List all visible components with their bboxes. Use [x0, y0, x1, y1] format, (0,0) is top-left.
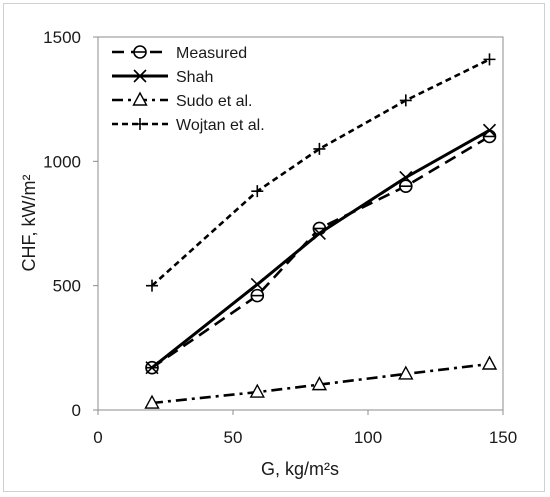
legend-marker [134, 118, 146, 130]
x-tick-label: 0 [93, 428, 102, 447]
data-point [398, 365, 414, 380]
legend-label: Measured [176, 45, 247, 62]
x-axis-title: G, kg/m²s [261, 459, 339, 479]
data-point [311, 376, 328, 391]
plot-border [97, 36, 504, 411]
data-point [146, 279, 158, 292]
legend-item: Measured [112, 45, 247, 62]
legend-item: Wojtan et al. [112, 117, 265, 134]
data-point [482, 123, 497, 137]
y-tick-label: 1000 [43, 152, 81, 171]
legend-label: Sudo et al. [176, 93, 253, 110]
data-point [249, 383, 265, 398]
series-3 [146, 53, 496, 292]
legend-marker [132, 91, 148, 106]
y-tick-label: 1500 [43, 28, 81, 47]
legend-item: Sudo et al. [112, 91, 253, 110]
x-tick-label: 100 [354, 428, 382, 447]
data-point [251, 185, 264, 198]
data-point [483, 53, 496, 66]
legend: Measured Shah Sudo et al. Wojtan et al. [112, 45, 265, 134]
legend-label: Shah [176, 69, 213, 86]
series-line [151, 135, 491, 369]
x-tick-label: 150 [489, 428, 517, 447]
data-point [312, 226, 326, 241]
y-tick-label: 500 [53, 277, 81, 296]
data-point [250, 277, 264, 291]
y-tick-label: 0 [72, 401, 81, 420]
data-point [145, 361, 159, 375]
data-point [481, 355, 498, 370]
data-point [144, 394, 160, 409]
series-line [151, 58, 491, 287]
data-point [399, 94, 412, 107]
legend-marker [133, 69, 147, 83]
series-1 [145, 123, 497, 375]
legend-label: Wojtan et al. [176, 117, 265, 134]
x-tick-label: 50 [224, 428, 243, 447]
data-point [399, 170, 413, 185]
legend-item: Shah [112, 69, 213, 86]
series-0 [145, 129, 497, 375]
series-2 [144, 355, 498, 409]
data-point [313, 142, 326, 155]
y-axis-title: CHF, kW/m² [19, 175, 39, 272]
